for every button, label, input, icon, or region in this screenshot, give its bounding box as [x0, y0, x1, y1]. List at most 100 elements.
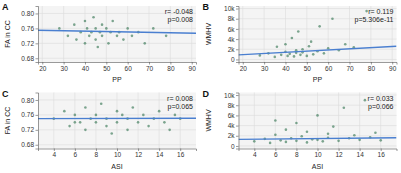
annotation: r= -0.048: [165, 8, 193, 15]
point: [74, 114, 77, 117]
point: [152, 27, 155, 30]
point: [131, 35, 134, 38]
tick-mark: [36, 28, 39, 29]
tick-label: 30: [261, 65, 269, 72]
tick-mark: [236, 59, 239, 60]
figure: 20304050607080900.680.720.760.80PPFA in …: [0, 0, 401, 173]
point: [269, 142, 272, 145]
grid-line: [149, 6, 150, 62]
point: [295, 122, 298, 125]
point: [253, 140, 256, 143]
tick-label: 8: [295, 151, 299, 158]
point: [63, 110, 66, 113]
tick: 2k: [228, 132, 239, 139]
tick: 60: [325, 62, 333, 72]
point: [163, 121, 166, 124]
tick: 40: [282, 62, 290, 72]
grid-line: [38, 114, 196, 115]
point: [379, 139, 382, 142]
grid-line: [239, 145, 397, 146]
tick-mark: [36, 130, 39, 131]
marks: [38, 102, 196, 134]
tick-label: 0.80: [21, 10, 34, 17]
point: [306, 130, 309, 133]
panel: 203040506070809002k4k6k8k10kPPWMHVBr= 0.…: [203, 2, 398, 83]
point: [96, 46, 99, 49]
point: [310, 40, 313, 43]
point: [68, 125, 71, 128]
grid-line: [159, 93, 160, 149]
tick-label: 6k: [228, 25, 236, 32]
tick-label: 0: [231, 56, 235, 63]
grid-line: [275, 93, 276, 149]
axis-title: PP: [313, 76, 323, 83]
tick: 14: [156, 149, 164, 159]
annotation: r= 0.033: [368, 95, 394, 102]
tick-label: 16: [378, 151, 386, 158]
annotation: p=0.065: [168, 103, 194, 111]
point: [343, 106, 346, 109]
point: [327, 132, 330, 135]
grid-line: [239, 28, 397, 29]
tick-label: 90: [189, 65, 197, 72]
point: [316, 114, 319, 117]
grid-line: [106, 6, 107, 62]
point: [143, 42, 146, 45]
axis-title: ASI: [111, 163, 122, 170]
point: [147, 125, 150, 128]
tick-label: 90: [389, 65, 397, 72]
point: [84, 129, 87, 132]
point: [116, 35, 119, 38]
point: [273, 56, 276, 59]
grid-line: [317, 93, 318, 149]
point: [101, 23, 104, 26]
panel-label: C: [2, 89, 9, 99]
tick-mark: [236, 126, 239, 127]
grid: [38, 93, 196, 149]
grid-line: [74, 93, 75, 149]
tick-label: 60: [325, 65, 333, 72]
tick: 70: [346, 62, 354, 72]
point: [168, 129, 171, 132]
tick: 0.76: [21, 111, 38, 118]
point: [332, 125, 335, 128]
tick-label: 14: [357, 151, 365, 158]
point: [301, 48, 304, 51]
point: [142, 114, 145, 117]
tick-label: 20: [39, 65, 47, 72]
axis-title: ASI: [312, 163, 323, 170]
y-axis: 02k4k6k8k10k: [224, 92, 239, 150]
point: [321, 140, 324, 143]
grid-line: [117, 93, 118, 149]
tick-mark: [236, 136, 239, 137]
grid-line: [38, 144, 196, 145]
point: [306, 141, 309, 144]
point: [274, 133, 277, 136]
point: [295, 140, 298, 143]
tick-label: 16: [177, 151, 185, 158]
tick: 30: [61, 62, 69, 72]
point: [293, 55, 296, 58]
tick: 30: [261, 62, 269, 72]
tick-label: 30: [61, 65, 69, 72]
point: [95, 121, 98, 124]
tick-mark: [236, 39, 239, 40]
tick-label: 40: [282, 65, 290, 72]
tick-label: 0.72: [21, 40, 34, 47]
panel: 4681012141602k4k6k8k10kASIWMHVDr= 0.033p…: [203, 89, 398, 170]
tick: 8k: [228, 102, 239, 109]
point: [116, 121, 119, 124]
tick-label: 80: [167, 65, 175, 72]
tick-mark: [36, 13, 39, 14]
point: [297, 30, 300, 33]
point: [58, 27, 61, 30]
tick-label: 0.80: [21, 97, 34, 104]
tick-label: 50: [304, 65, 312, 72]
grid: [239, 6, 397, 62]
tick-label: 12: [135, 151, 143, 158]
tick: 40: [82, 62, 90, 72]
tick-label: 70: [346, 65, 354, 72]
grid-line: [349, 6, 350, 62]
tick: 10: [314, 149, 322, 159]
tick-mark: [236, 19, 239, 20]
